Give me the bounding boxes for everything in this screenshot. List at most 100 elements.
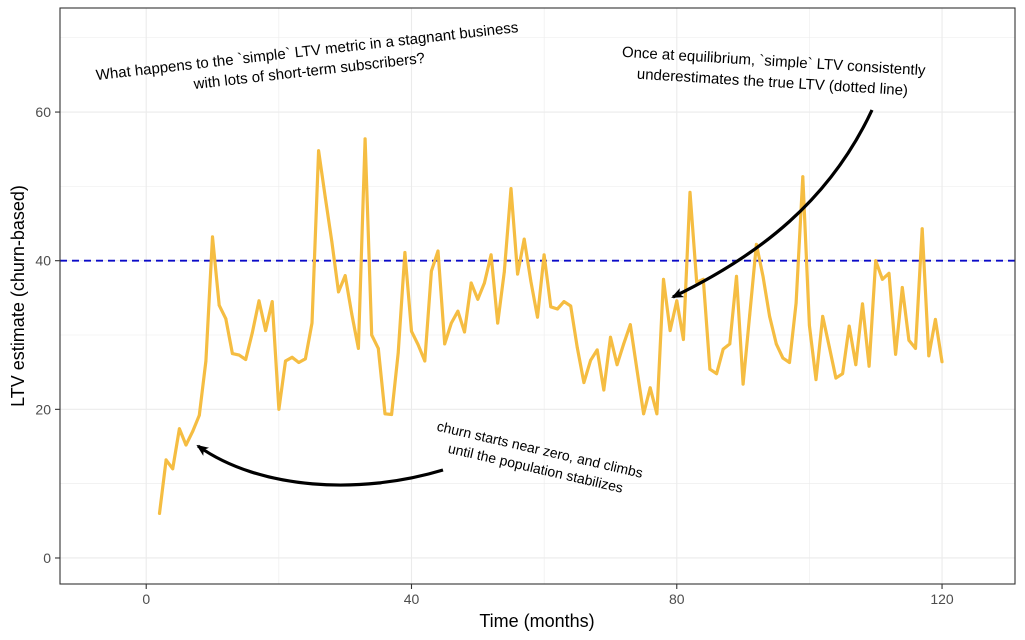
- data-point: [542, 253, 546, 257]
- data-point: [317, 149, 321, 153]
- data-point: [244, 358, 248, 361]
- data-point: [642, 412, 646, 416]
- axis-ticks: 0 40 80 120 0 20 40 60: [35, 104, 954, 607]
- data-point: [754, 242, 758, 246]
- data-point: [854, 363, 858, 367]
- data-point: [483, 281, 486, 285]
- x-axis-title: Time (months): [479, 611, 594, 631]
- data-point: [589, 358, 592, 362]
- data-point: [496, 321, 500, 325]
- data-point: [396, 351, 400, 355]
- data-point: [914, 346, 917, 350]
- data-point: [894, 352, 898, 356]
- data-point: [735, 274, 738, 278]
- y-tick-label: 40: [35, 253, 51, 269]
- x-tick-label: 0: [142, 591, 150, 607]
- data-point: [536, 315, 539, 319]
- data-point: [357, 346, 360, 350]
- data-point: [376, 346, 380, 350]
- data-point: [197, 413, 201, 417]
- data-point: [337, 290, 340, 294]
- data-point: [257, 299, 261, 303]
- data-point: [237, 353, 241, 357]
- data-point: [595, 348, 599, 352]
- data-point: [429, 269, 433, 273]
- data-point: [867, 364, 871, 368]
- equilibrium-arrow: [671, 109, 874, 299]
- data-point: [847, 324, 851, 328]
- data-point: [489, 253, 493, 257]
- data-point: [270, 300, 274, 303]
- data-point: [880, 277, 884, 281]
- data-point: [715, 372, 718, 376]
- data-point: [748, 313, 752, 317]
- data-point: [569, 304, 573, 308]
- data-point: [615, 363, 619, 367]
- churn-arrow: [196, 444, 444, 487]
- data-point: [443, 342, 447, 346]
- data-point: [184, 443, 188, 447]
- data-point: [834, 376, 838, 380]
- data-point: [927, 354, 931, 358]
- data-point: [774, 342, 778, 346]
- data-point: [164, 458, 168, 462]
- data-point: [562, 300, 566, 303]
- data-point: [668, 329, 672, 332]
- data-point: [370, 333, 374, 337]
- data-point: [290, 355, 294, 359]
- data-point: [675, 299, 679, 303]
- data-point: [303, 357, 307, 361]
- y-axis-title: LTV estimate (churn-based): [8, 185, 28, 407]
- data-point: [549, 305, 553, 309]
- data-point: [158, 511, 161, 515]
- data-point: [721, 347, 725, 351]
- data-point: [662, 277, 665, 281]
- data-point: [741, 382, 745, 386]
- data-point: [509, 187, 513, 191]
- data-point: [821, 315, 825, 318]
- data-point: [688, 190, 692, 194]
- data-point: [555, 307, 559, 311]
- data-point: [264, 329, 267, 332]
- data-point: [423, 359, 427, 363]
- data-point: [217, 303, 221, 307]
- data-point: [250, 331, 254, 335]
- data-point: [297, 361, 301, 364]
- data-point: [887, 271, 891, 275]
- data-point: [191, 430, 195, 434]
- data-point: [403, 251, 407, 254]
- data-point: [410, 329, 413, 333]
- data-point: [463, 330, 466, 334]
- data-point: [768, 315, 772, 318]
- y-tick-label: 60: [35, 104, 51, 120]
- data-point: [330, 240, 334, 244]
- data-point: [204, 359, 208, 363]
- data-point: [934, 318, 937, 321]
- series-group: [157, 137, 944, 516]
- data-point: [682, 338, 685, 341]
- data-point: [582, 381, 586, 384]
- data-point: [449, 321, 453, 325]
- data-point: [224, 317, 228, 321]
- data-point: [522, 237, 526, 241]
- data-point: [861, 302, 864, 306]
- x-tick-label: 40: [404, 591, 420, 607]
- data-point: [622, 342, 626, 346]
- data-point: [708, 367, 712, 371]
- data-point: [728, 342, 732, 346]
- data-point: [284, 359, 287, 363]
- data-point: [827, 345, 831, 349]
- data-point: [350, 312, 354, 316]
- data-point: [343, 274, 347, 277]
- y-tick-label: 20: [35, 401, 51, 417]
- data-point: [390, 413, 393, 416]
- data-point: [655, 412, 659, 416]
- data-point: [416, 343, 420, 347]
- data-point: [628, 323, 632, 327]
- data-point: [177, 427, 181, 431]
- grid-lines: [60, 8, 1015, 584]
- data-point: [761, 274, 765, 278]
- data-point: [814, 378, 818, 382]
- data-point: [609, 335, 612, 339]
- data-point: [383, 412, 387, 416]
